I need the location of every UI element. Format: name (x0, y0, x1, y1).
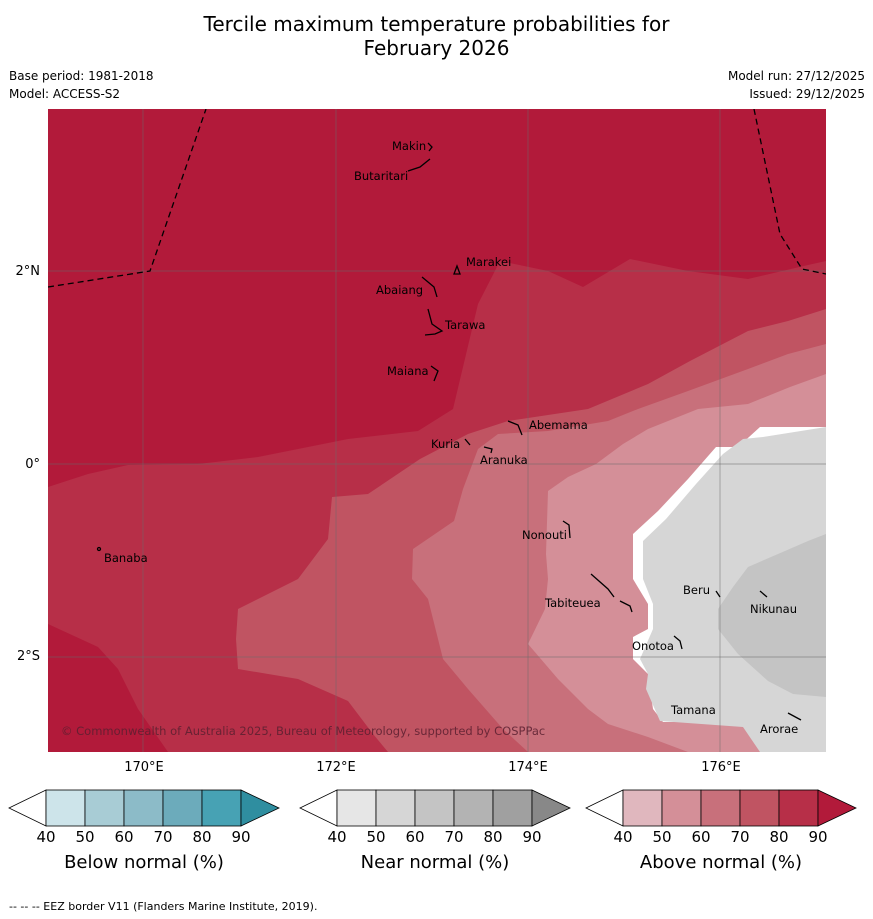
colorbar-swatch (375, 789, 416, 827)
colorbar-tick-label: 40 (36, 828, 56, 846)
lon-label-174e: 174°E (508, 760, 548, 775)
map-title-line1: Tercile maximum temperature probabilitie… (203, 12, 670, 36)
map-title: Tercile maximum temperature probabilitie… (0, 12, 873, 60)
label-tarawa: Tarawa (444, 318, 485, 332)
colorbar-tick-label: 40 (613, 828, 633, 846)
colorbar-swatch (492, 789, 533, 827)
colorbar-tick-label: 60 (691, 828, 711, 846)
meta-left: Base period: 1981-2018 Model: ACCESS-S2 (9, 67, 154, 103)
lon-label-172e: 172°E (316, 760, 356, 775)
colorbar-swatch (123, 789, 164, 827)
colorbar-below-label: Below normal (%) (64, 852, 224, 873)
label-marakei: Marakei (466, 255, 511, 269)
lon-label-176e: 176°E (701, 760, 741, 775)
label-butaritari: Butaritari (354, 169, 408, 183)
colorbar-swatch (45, 789, 86, 827)
label-onotoa: Onotoa (632, 639, 674, 653)
island-labels: Makin Butaritari Marakei Abaiang Tarawa … (61, 139, 798, 738)
colorbar-swatch (414, 789, 455, 827)
model-name: Model: ACCESS-S2 (9, 87, 121, 101)
colorbar-swatch (201, 789, 242, 827)
colorbar-extend-high (531, 789, 571, 827)
label-aranuka: Aranuka (480, 453, 528, 467)
lat-label-2s: 2°S (16, 649, 40, 664)
colorbar-near-normal: 40 50 60 70 80 90 Near normal (%) (299, 789, 571, 873)
label-abaiang: Abaiang (376, 283, 423, 297)
colorbar-swatch (622, 789, 663, 827)
colorbar-extend-low (8, 789, 47, 827)
colorbar-tick-label: 50 (366, 828, 386, 846)
label-abemama: Abemama (529, 418, 588, 432)
colorbar-swatch (700, 789, 741, 827)
colorbar-near-label: Near normal (%) (360, 852, 510, 873)
label-arorae: Arorae (760, 722, 798, 736)
colorbar-swatch (661, 789, 702, 827)
colorbar-extend-low (299, 789, 338, 827)
meta-right: Model run: 27/12/2025 Issued: 29/12/2025 (728, 67, 865, 103)
colorbar-below-swatches (8, 789, 280, 827)
colorbar-tick-label: 80 (769, 828, 789, 846)
colorbar-extend-high (817, 789, 857, 827)
colorbar-tick-label: 90 (808, 828, 828, 846)
colorbar-tick-label: 80 (483, 828, 503, 846)
colorbar-swatch (453, 789, 494, 827)
band-near-60 (718, 534, 826, 697)
label-nikunau: Nikunau (750, 602, 797, 616)
probability-map: Makin Butaritari Marakei Abaiang Tarawa … (48, 109, 826, 752)
colorbar-extend-high (240, 789, 280, 827)
colorbar-tick-label: 50 (75, 828, 95, 846)
label-nonouti: Nonouti (522, 528, 567, 542)
colorbar-swatch (739, 789, 780, 827)
colorbar-tick-label: 70 (730, 828, 750, 846)
colorbar-above-swatches (585, 789, 857, 827)
eez-border (48, 109, 826, 288)
colorbar-tick-label: 60 (114, 828, 134, 846)
colorbar-near-swatches (299, 789, 571, 827)
label-makin: Makin (392, 139, 426, 153)
eez-footnote: -- -- -- EEZ border V11 (Flanders Marine… (9, 900, 318, 913)
lon-label-170e: 170°E (124, 760, 164, 775)
model-run: Model run: 27/12/2025 (727, 69, 865, 83)
map-title-line2: February 2026 (363, 36, 510, 60)
colorbar-above-label: Above normal (%) (639, 852, 803, 873)
colorbar-swatch (778, 789, 819, 827)
colorbar-extend-low (585, 789, 624, 827)
colorbar-swatch (336, 789, 377, 827)
colorbar-above-normal: 40 50 60 70 80 90 Above normal (%) (585, 789, 857, 873)
base-period: Base period: 1981-2018 (9, 69, 154, 83)
label-banaba: Banaba (104, 551, 148, 565)
colorbar-tick-label: 90 (522, 828, 542, 846)
label-tabiteuea: Tabiteuea (544, 596, 601, 610)
colorbar-below-normal: 40 50 60 70 80 90 Below normal (%) (8, 789, 280, 873)
colorbar-tick-label: 40 (327, 828, 347, 846)
copyright-notice: © Commonwealth of Australia 2025, Bureau… (61, 724, 545, 738)
colorbar-tick-label: 70 (153, 828, 173, 846)
colorbar-swatch (84, 789, 125, 827)
lat-label-0: 0° (25, 457, 40, 472)
colorbar-tick-label: 90 (231, 828, 251, 846)
colorbar-tick-label: 70 (444, 828, 464, 846)
island-shapes (96, 142, 802, 721)
label-maiana: Maiana (387, 364, 429, 378)
colorbar-tick-label: 50 (652, 828, 672, 846)
label-kuria: Kuria (431, 437, 460, 451)
lat-label-2n: 2°N (15, 264, 41, 279)
colorbar-tick-label: 60 (405, 828, 425, 846)
colorbar-tick-label: 80 (192, 828, 212, 846)
label-tamana: Tamana (670, 703, 716, 717)
graticule (48, 109, 826, 752)
label-beru: Beru (683, 583, 710, 597)
colorbar-swatch (162, 789, 203, 827)
issued-date: Issued: 29/12/2025 (749, 87, 865, 101)
